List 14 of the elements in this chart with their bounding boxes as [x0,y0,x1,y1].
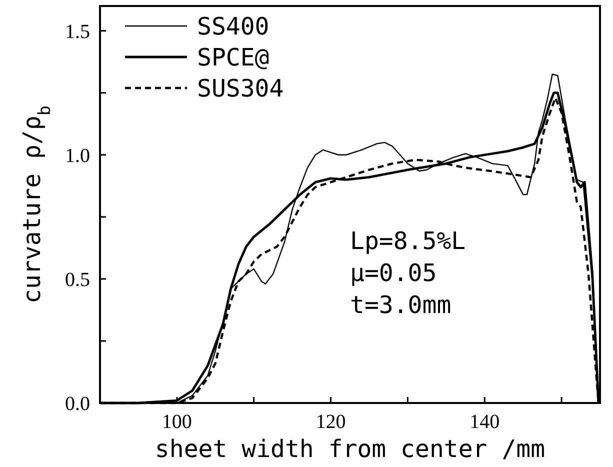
y-tick-label: 1.0 [65,144,90,167]
x-tick-label: 120 [316,411,346,433]
annotation: Lp=8.5%L [350,227,466,256]
annotation: t=3.0mm [350,291,452,320]
y-tick-label: 0.0 [65,393,90,415]
y-tick-label: 0.5 [65,268,90,291]
legend-label: SUS304 [197,74,284,102]
annotation: μ=0.05 [350,259,437,288]
x-tick-label: 140 [470,411,500,433]
x-tick-label: 100 [162,411,192,433]
y-tick-label: 1.5 [65,20,90,43]
x-axis-title: sheet width from center /mm [154,435,546,463]
legend-label: SPCE@ [197,43,270,72]
legend-label: SS400 [197,12,270,40]
